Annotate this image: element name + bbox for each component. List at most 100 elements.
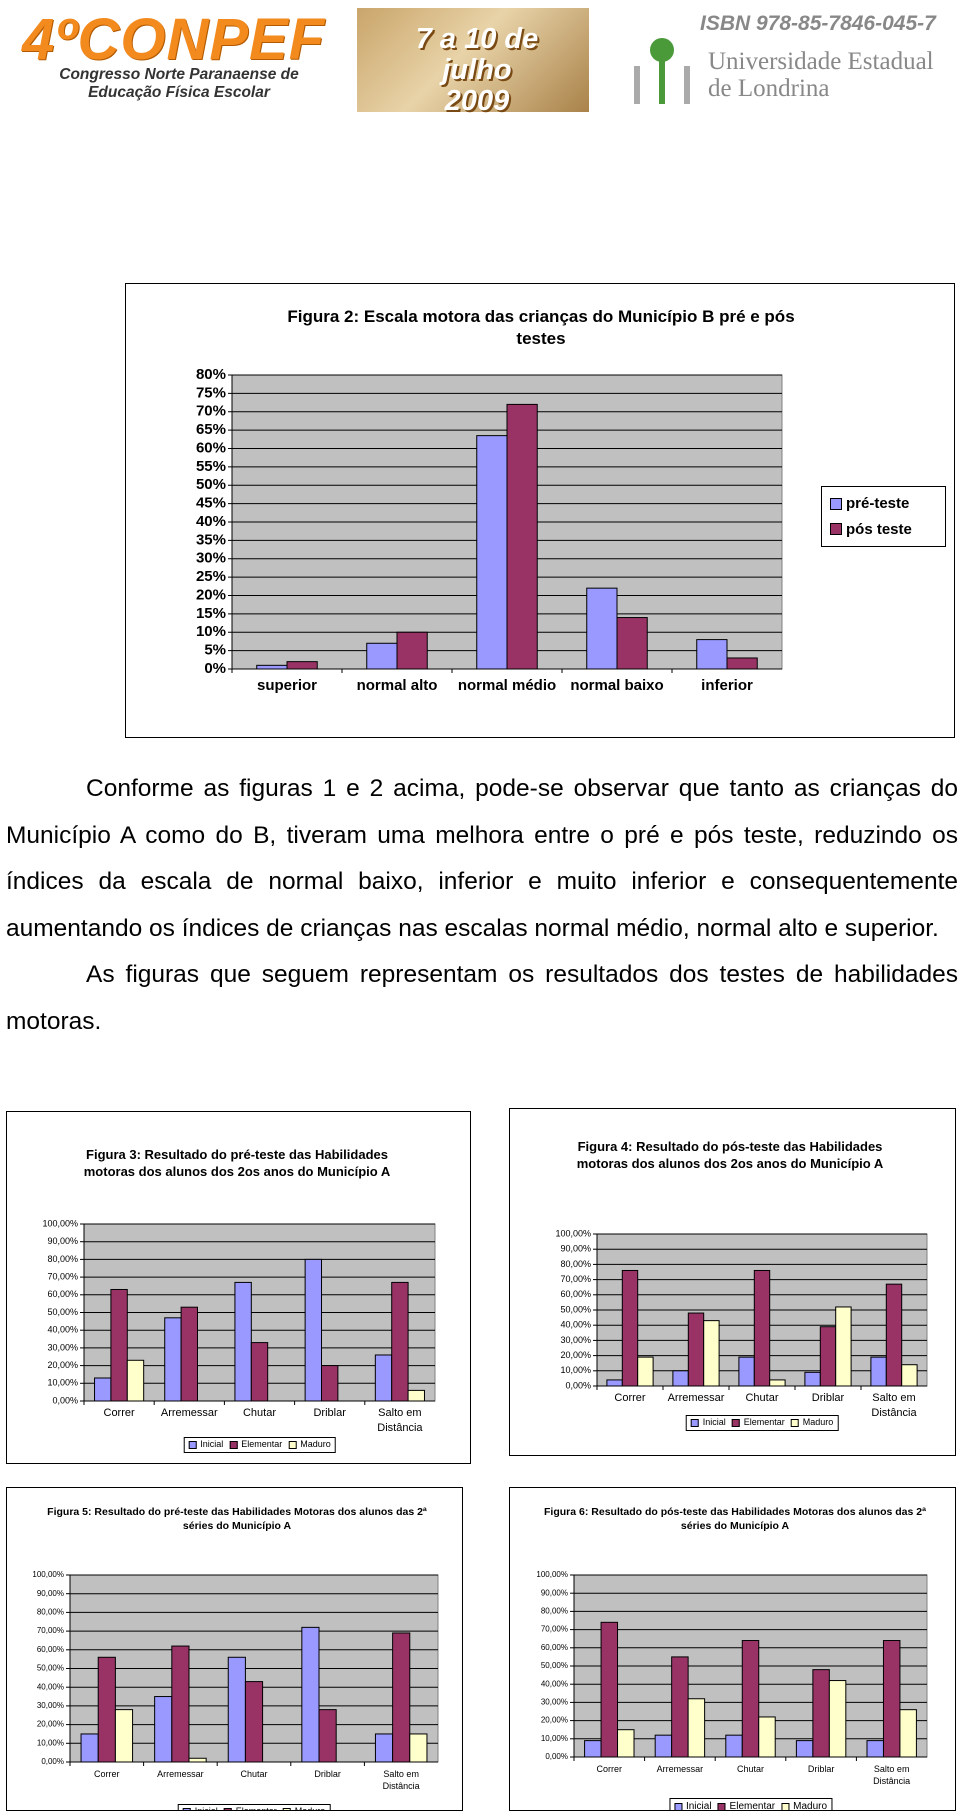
legend-label: Elementar [241,1439,283,1449]
chart-panel: 0,00% 10,00% 20,00% 30,00% 40,00% 50,00% 60,00… [509,1108,956,1456]
bar [396,631,428,670]
x-tick-label: Salto em Distância [871,1392,917,1419]
legend: Inicial Elementar Maduro [668,1798,833,1810]
y-tick-label: 30,00% [47,1342,78,1352]
bar [506,403,538,670]
bar [769,1379,786,1387]
y-tick-label: 15% [196,605,226,622]
chart-title: Figura 5: Resultado do pré-teste das Hab… [47,1506,427,1532]
bar [476,435,508,670]
legend: Inicial Elementar Maduro [183,1437,336,1453]
x-tick-label: normal alto [356,677,438,694]
legend-swatch [731,1418,740,1427]
legend-swatch [790,1418,799,1427]
chart-panel: 0,00% 10,00% 20,00% 30,00% 40,00% 50,00% 60,00… [6,1487,463,1811]
y-tick-label: 90,00% [37,1589,64,1598]
legend-label: Maduro [300,1439,331,1449]
bar [301,1626,320,1763]
bar [870,1356,887,1387]
y-tick-label: 20,00% [541,1716,568,1725]
bar [753,1269,771,1387]
legend-swatch [717,1802,726,1810]
y-tick-label: 100,00% [32,1570,64,1579]
legend-swatch [288,1440,297,1449]
bar [696,639,728,670]
bar [804,1371,821,1387]
x-tick-label: Chutar [240,1769,268,1779]
bar [94,1377,112,1402]
y-tick-label: 100,00% [536,1570,568,1579]
x-tick-label: Chutar [745,1392,779,1404]
bar [409,1733,428,1763]
university: Universidade Estadual de Londrina [708,48,934,102]
bar [114,1709,134,1763]
bar [621,1269,639,1387]
x-tick-label: Salto em Distância [873,1764,911,1787]
logo-text: 4ºCONPEF [22,7,326,72]
bar [795,1740,814,1758]
legend-item: Maduro [790,1417,834,1429]
y-tick-label: 50% [196,476,226,493]
bar [672,1370,689,1387]
y-tick-label: 0,00% [41,1757,64,1766]
bar [304,1258,323,1402]
bar [154,1696,173,1763]
bar [164,1317,182,1402]
bar [812,1669,830,1758]
y-tick-label: 0,00% [545,1752,568,1761]
legend-item: Elementar [223,1806,277,1810]
legend-swatch [282,1807,291,1810]
y-tick-label: 50,00% [560,1304,591,1314]
bar [80,1733,99,1763]
legend-swatch [781,1802,790,1810]
legend: Inicial Elementar Maduro [177,1804,331,1810]
legend-swatch [690,1418,699,1427]
y-tick-label: 60,00% [37,1645,64,1654]
y-tick-label: 90,00% [560,1244,591,1254]
legend-item: pós teste [830,517,912,543]
legend-swatch [673,1802,682,1810]
y-tick-label: 10,00% [37,1738,64,1747]
legend-label: Inicial [702,1417,726,1427]
congress-name: Congresso Norte Paranaense de Educação F… [59,66,299,101]
legend-swatch [830,523,842,536]
legend-item: Maduro [288,1439,331,1451]
event-banner: 7 a 10 de julho 2009 [357,8,589,117]
y-tick-label: 0,00% [565,1380,591,1390]
bar [97,1656,116,1763]
chart-svg: 0,00% 10,00% 20,00% 30,00% 40,00% 50,00% 60,00… [42,1218,436,1405]
bar [188,1757,207,1763]
bar [738,1356,755,1387]
y-tick-label: 70,00% [37,1626,64,1635]
y-tick-label: 30,00% [541,1698,568,1707]
x-tick-label: Chutar [242,1407,276,1419]
y-tick-label: 30,00% [560,1335,591,1345]
y-tick-label: 10,00% [560,1365,591,1375]
bar [882,1640,901,1758]
bar [885,1283,903,1387]
y-tick-label: 60,00% [47,1289,78,1299]
y-tick-label: 40,00% [37,1682,64,1691]
y-tick-label: 20% [196,586,226,603]
bar [392,1632,411,1763]
y-tick-label: 90,00% [541,1588,568,1597]
bar [725,1734,743,1758]
y-tick-label: 40% [196,513,226,530]
y-tick-label: 25% [196,568,226,585]
x-tick-label: superior [256,677,317,694]
x-tick-label: Correr [94,1769,120,1779]
y-tick-label: 70% [196,403,226,420]
y-tick-label: 5% [204,642,226,659]
legend-label: pós teste [846,520,912,538]
y-tick-label: 10,00% [541,1734,568,1743]
y-tick-label: 50,00% [541,1661,568,1670]
legend: Inicial Elementar Maduro [685,1415,839,1431]
y-tick-label: 65% [196,421,226,438]
uel-icon [634,38,690,104]
legend-label: Maduro [802,1417,834,1427]
x-tick-label: Chutar [736,1764,764,1774]
x-tick-label: Driblar [811,1392,845,1404]
y-tick-label: 20,00% [560,1350,591,1360]
legend-label: Inicial [200,1439,224,1449]
bar [318,1709,337,1763]
